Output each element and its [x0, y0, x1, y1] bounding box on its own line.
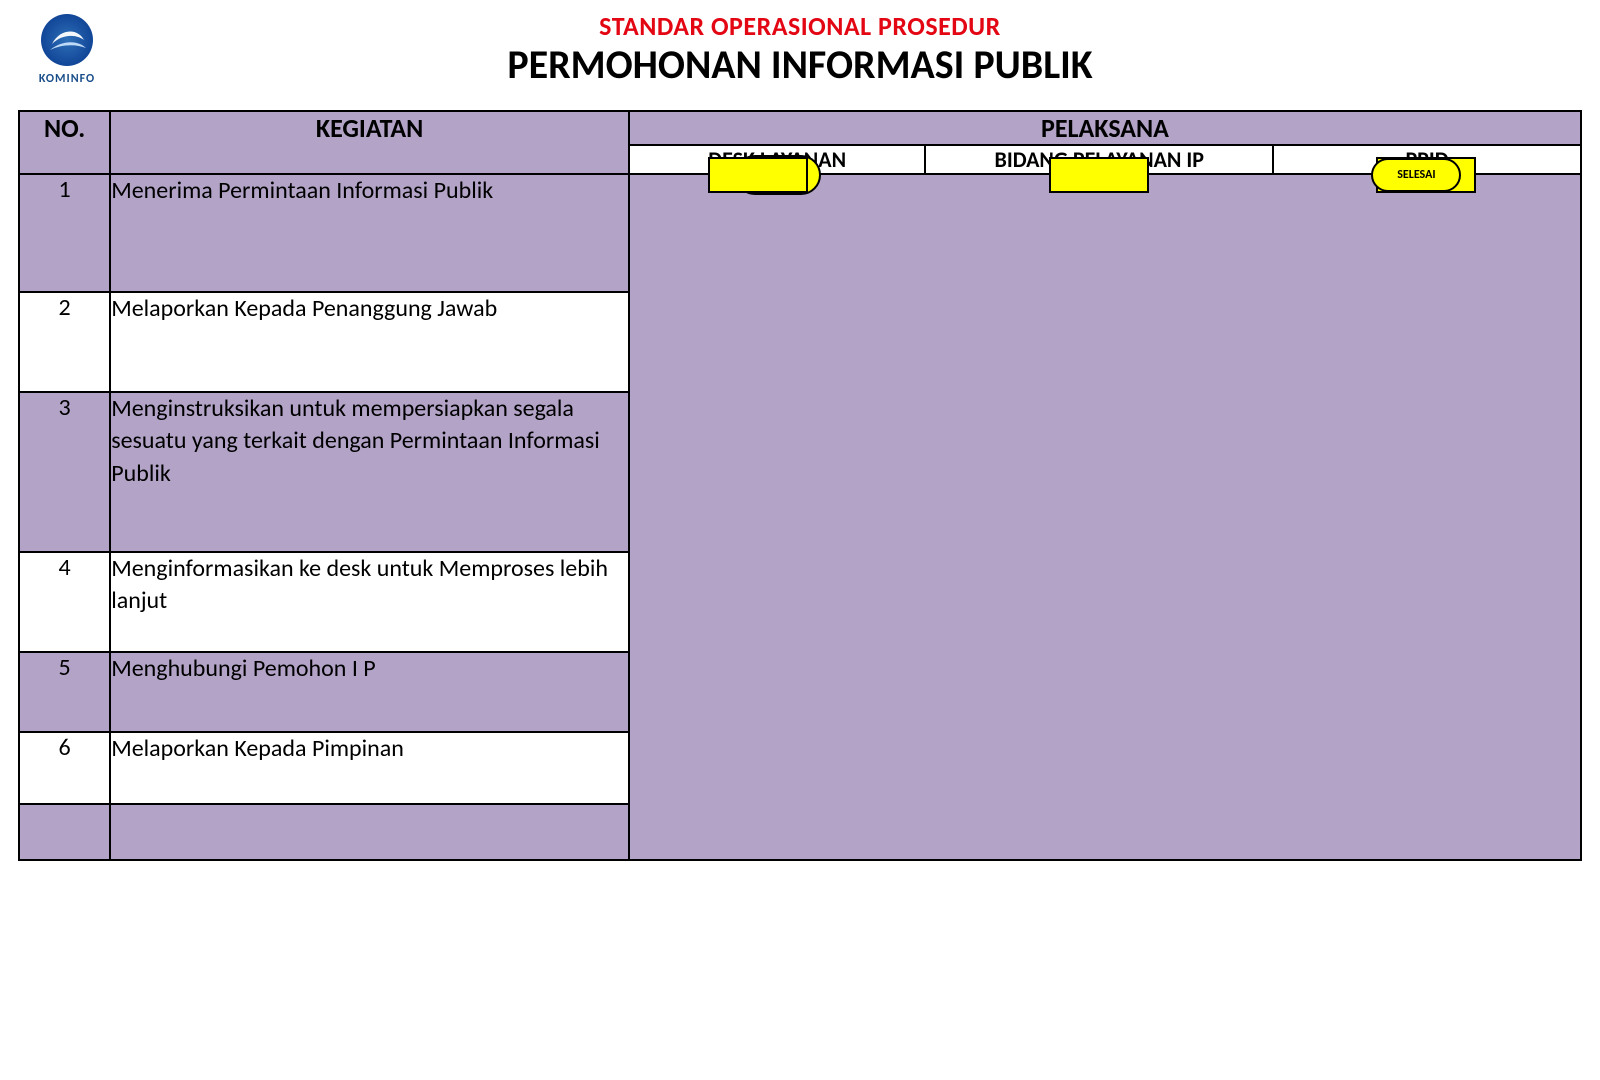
table-row: 1Menerima Permintaan Informasi PublikMUL… [19, 174, 1581, 292]
row-no: 1 [19, 174, 110, 292]
flow-process [708, 157, 808, 193]
title-small: STANDAR OPERASIONAL PROSEDUR [18, 10, 1582, 42]
title-large: PERMOHONAN INFORMASI PUBLIK [18, 40, 1582, 89]
row-no: 2 [19, 292, 110, 392]
row-no [19, 804, 110, 860]
th-pelaksana: PELAKSANA [629, 111, 1581, 145]
row-kegiatan: Menghubungi Pemohon I P [110, 652, 629, 732]
kominfo-logo-icon [32, 10, 102, 70]
row-no: 5 [19, 652, 110, 732]
row-kegiatan: Menginformasikan ke desk untuk Memproses… [110, 552, 629, 652]
row-kegiatan: Melaporkan Kepada Penanggung Jawab [110, 292, 629, 392]
flowchart-area: MULAISELESAI [629, 174, 1581, 860]
row-no: 3 [19, 392, 110, 552]
flow-process [1049, 157, 1149, 193]
logo-label: KOMINFO [22, 72, 112, 86]
row-no: 6 [19, 732, 110, 804]
row-kegiatan: Melaporkan Kepada Pimpinan [110, 732, 629, 804]
th-kegiatan: KEGIATAN [110, 111, 629, 174]
row-no: 4 [19, 552, 110, 652]
row-kegiatan: Menginstruksikan untuk mempersiapkan seg… [110, 392, 629, 552]
sop-table: NO. KEGIATAN PELAKSANA DESK LAYANAN BIDA… [18, 110, 1582, 861]
row-kegiatan: Menerima Permintaan Informasi Publik [110, 174, 629, 292]
row-kegiatan [110, 804, 629, 860]
header: KOMINFO STANDAR OPERASIONAL PROSEDUR PER… [18, 10, 1582, 102]
flow-terminator: SELESAI [1371, 158, 1461, 192]
th-no: NO. [19, 111, 110, 174]
kominfo-logo: KOMINFO [22, 10, 112, 86]
